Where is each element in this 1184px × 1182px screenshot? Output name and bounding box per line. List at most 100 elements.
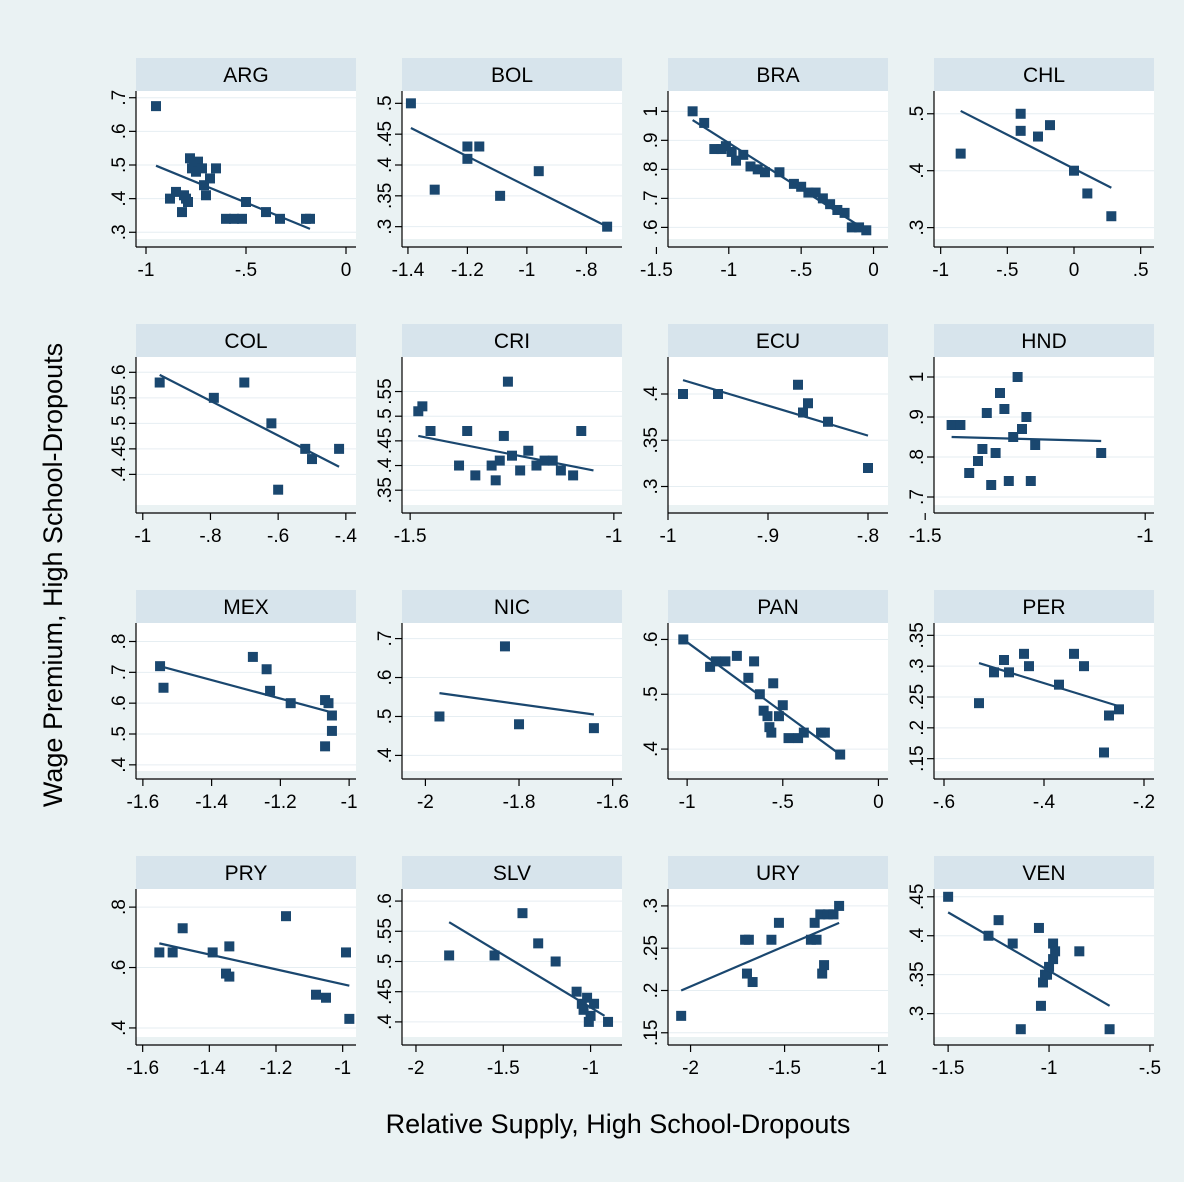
data-point (989, 667, 999, 678)
fit-line (159, 942, 350, 987)
data-point (1048, 938, 1059, 949)
data-point (1114, 704, 1124, 715)
data-point (678, 389, 688, 399)
data-point (726, 146, 737, 157)
data-point (777, 700, 788, 711)
data-point (749, 656, 760, 667)
x-tick-label: -1.4 (392, 260, 425, 281)
data-point (247, 651, 258, 662)
y-tick-label: .7 (375, 631, 396, 647)
y-tick-label: .3 (907, 1006, 928, 1022)
data-point (687, 106, 698, 117)
data-point (547, 455, 558, 466)
data-point (955, 420, 966, 430)
data-point (201, 190, 211, 201)
data-point (154, 947, 165, 958)
x-tick-label: -.6 (267, 526, 289, 547)
data-point (738, 149, 749, 160)
data-point (964, 468, 975, 478)
panel-mex: MEX .4 .5 .6 .7 .8 -1.6 -1.4 -1.2 -1 (109, 590, 358, 813)
y-tick-label: .55 (375, 918, 396, 944)
x-tick-label: -1.6 (596, 792, 629, 813)
data-point (568, 470, 579, 481)
x-tick-label: -1 (341, 792, 358, 813)
y-tick-label: .7 (109, 664, 130, 680)
data-point (177, 207, 187, 218)
data-point (589, 998, 600, 1009)
x-tick-label: -2 (682, 1058, 699, 1079)
data-point (993, 915, 1004, 926)
y-tick-label: .35 (375, 183, 396, 209)
data-point (275, 213, 285, 224)
y-tick-label: .5 (375, 95, 396, 111)
data-point (531, 460, 542, 471)
data-point (1003, 476, 1014, 486)
panel-bol: BOL .3 .35 .4 .45 .5 -1.4 -1.2 -1 -.8 (375, 58, 622, 281)
y-tick-label: .55 (375, 378, 396, 404)
x-tick-label: -1.6 (127, 792, 160, 813)
data-point (514, 719, 525, 730)
data-point (1104, 710, 1114, 721)
data-point (429, 184, 440, 195)
y-tick-label: .6 (641, 632, 662, 648)
data-point (1033, 131, 1043, 142)
data-point (805, 934, 816, 945)
x-tick-label: -1 (660, 526, 677, 547)
panel-header (402, 590, 622, 623)
panel-col: COL .4 .45 .5 .55 .6 -1 -.8 -.6 -.4 (109, 324, 357, 547)
panel-header (668, 590, 888, 623)
y-tick-label: .5 (109, 726, 130, 742)
fit-line (951, 435, 1102, 443)
panel-title: CRI (494, 330, 530, 353)
data-point (817, 968, 828, 979)
fit-line (448, 921, 606, 1017)
x-tick-label: -1 (679, 792, 696, 813)
data-point (517, 908, 528, 919)
panel-chl: CHL .3 .4 .5 -1 -.5 0 .5 (907, 58, 1154, 281)
data-point (995, 388, 1005, 398)
data-point (1069, 648, 1079, 659)
x-tick-label: -.8 (575, 260, 597, 281)
x-axis-title: Relative Supply, High School-Dropouts (386, 1109, 851, 1139)
data-point (224, 971, 235, 982)
data-point (1019, 648, 1029, 659)
data-point (474, 141, 485, 152)
y-tick-label: .8 (907, 449, 928, 465)
data-point (811, 934, 822, 945)
y-tick-label: .7 (907, 489, 928, 505)
x-tick-label: -1 (138, 260, 155, 281)
plot-area (934, 889, 1154, 1037)
data-point (766, 934, 777, 945)
data-point (462, 153, 473, 164)
y-tick-label: .5 (375, 408, 396, 424)
data-point (582, 992, 593, 1003)
data-point (809, 917, 820, 928)
data-point (1074, 946, 1085, 957)
x-tick-label: -1.4 (195, 792, 228, 813)
panel-slv: SLV .4 .45 .5 .55 .6 -2 -1.5 -1 (375, 856, 622, 1079)
data-point (1044, 961, 1055, 972)
data-point (747, 977, 758, 988)
panel-title: PRY (225, 862, 268, 885)
x-tick-label: -1.5 (909, 526, 942, 547)
x-tick-label: -.4 (335, 526, 358, 547)
x-tick-label: -1.5 (768, 1058, 801, 1079)
x-tick-label: -2 (417, 792, 434, 813)
data-point (183, 197, 193, 207)
data-point (720, 141, 731, 152)
data-point (495, 190, 506, 201)
data-point (515, 465, 526, 476)
x-tick-label: -1.5 (487, 1058, 520, 1079)
data-point (207, 947, 218, 958)
x-tick-label: -1 (134, 526, 151, 547)
y-tick-label: .35 (907, 961, 928, 987)
fit-line (947, 911, 1111, 1007)
data-point (1096, 448, 1107, 458)
data-point (1050, 946, 1061, 957)
x-tick-label: -1.4 (193, 1058, 226, 1079)
data-point (171, 186, 181, 197)
data-point (261, 664, 272, 675)
y-tick-label: .4 (375, 1014, 396, 1030)
data-point (341, 947, 351, 958)
y-tick-label: .3 (641, 479, 662, 495)
